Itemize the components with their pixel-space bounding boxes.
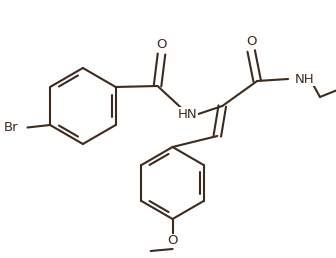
Text: O: O	[156, 37, 167, 51]
Text: NH: NH	[295, 72, 315, 85]
Text: O: O	[246, 35, 256, 47]
Text: HN: HN	[178, 108, 197, 120]
Text: Br: Br	[4, 121, 18, 134]
Text: O: O	[167, 235, 178, 247]
